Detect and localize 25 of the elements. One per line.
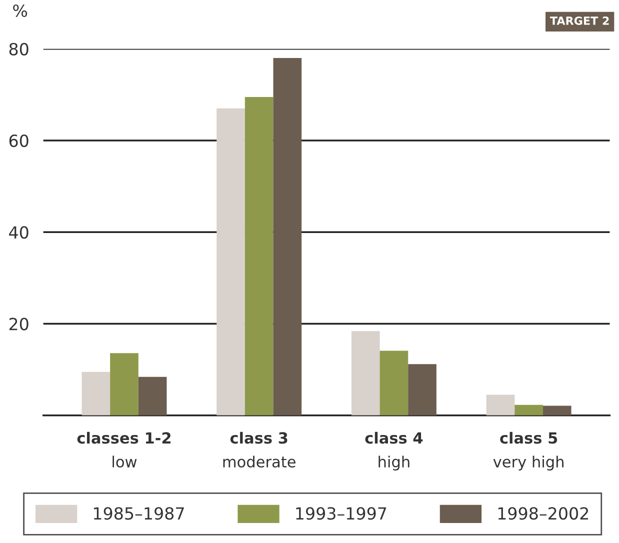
legend-label: 1985–1987 — [94, 507, 184, 520]
y-tick-label: 60 — [9, 134, 28, 148]
text: TARGET 2 — [550, 16, 609, 25]
bar — [244, 96, 274, 416]
bar — [514, 404, 543, 416]
legend-label: 1993–1997 — [296, 507, 386, 520]
x-tick-label: classes 1-2 low — [77, 432, 170, 468]
y-tick-label: 80 — [9, 42, 28, 56]
legend-label: 1998–2002 — [498, 507, 588, 520]
y-tick-label: 20 — [9, 318, 28, 330]
bar — [408, 364, 436, 416]
y-tick-label: 40 — [9, 226, 28, 239]
x-tick-label: class 5 very high — [493, 432, 564, 470]
bar — [82, 372, 110, 416]
bar — [138, 376, 167, 416]
bar — [216, 108, 245, 416]
y-axis-title: % — [13, 4, 28, 18]
bar — [380, 350, 408, 416]
bar — [110, 353, 138, 416]
bar — [486, 394, 515, 416]
x-tick-label: class 4 high — [365, 432, 423, 470]
bar — [273, 58, 302, 416]
bar — [351, 331, 380, 416]
bar — [542, 406, 572, 416]
x-tick-label: class 3 moderate — [223, 432, 296, 468]
